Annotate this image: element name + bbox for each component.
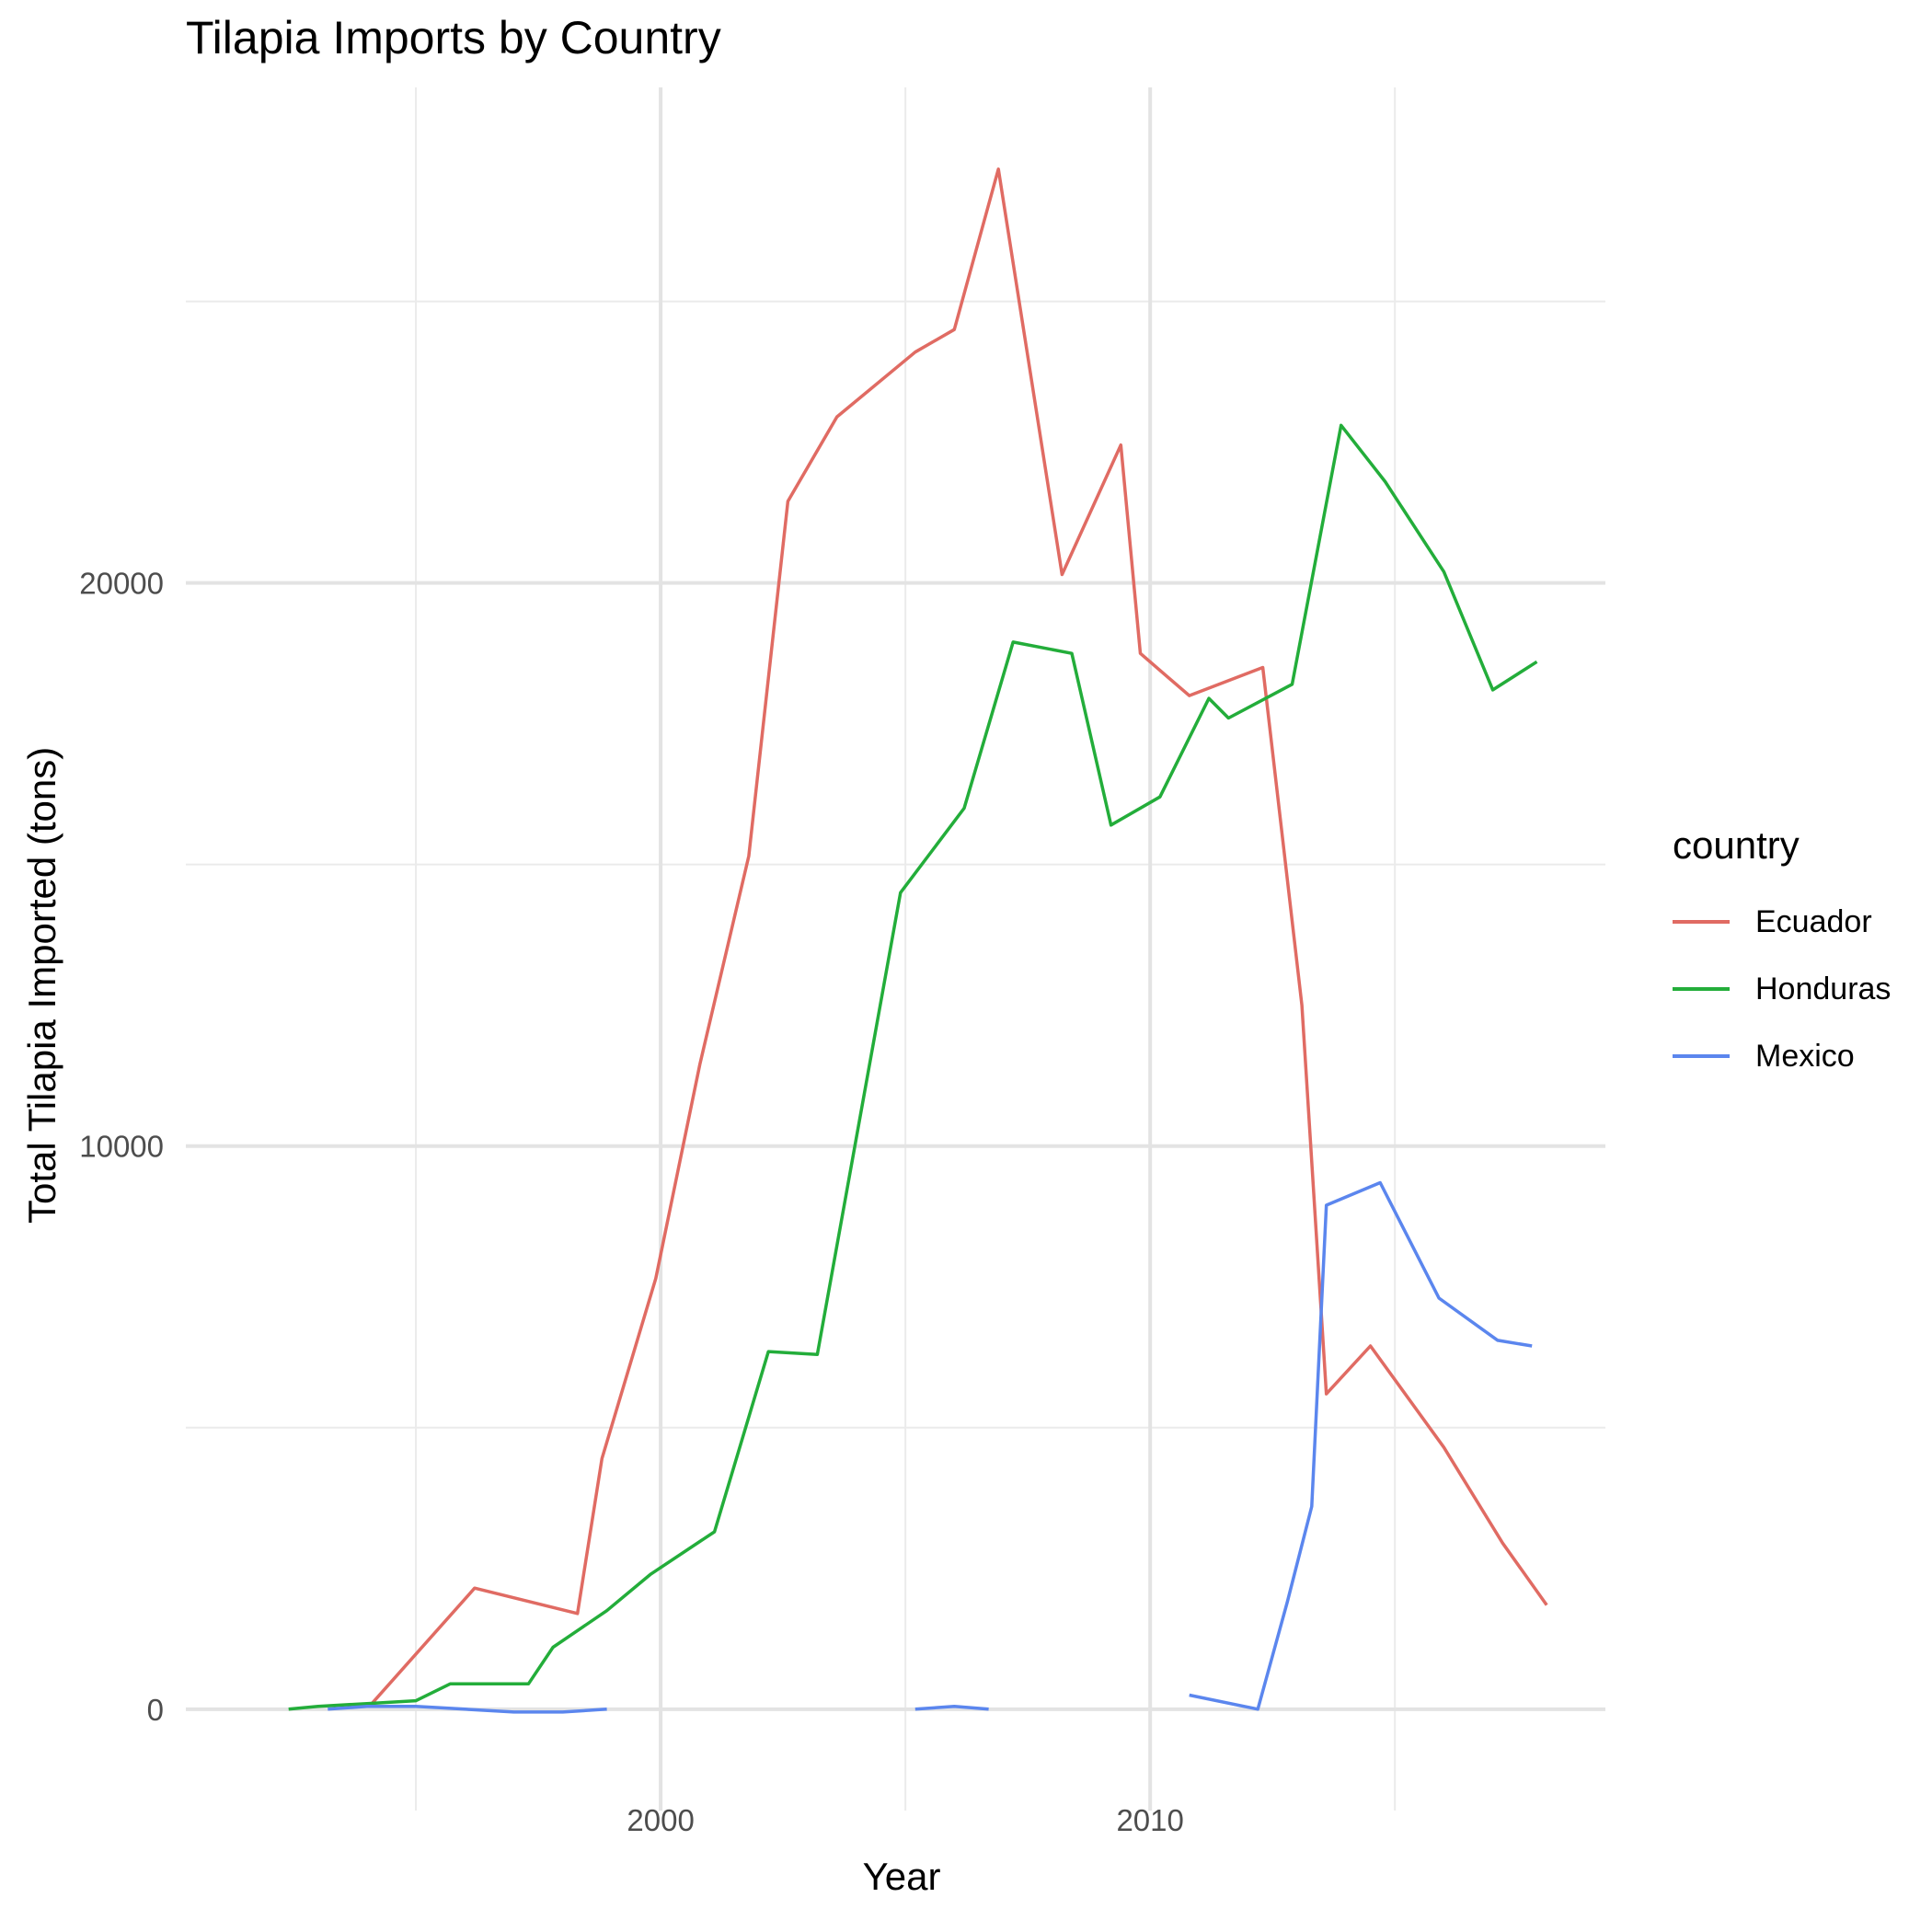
legend-label-ecuador: Ecuador [1755,903,1872,939]
legend-key-mexico [1673,1054,1730,1058]
x-tick-label: 2010 [1116,1803,1183,1837]
series-line-mexico [328,1705,607,1714]
x-tick-label: 2000 [627,1803,694,1837]
legend-label-mexico: Mexico [1755,1038,1855,1074]
legend-item-ecuador: Ecuador [1673,903,1872,940]
chart-title: Tilapia Imports by Country [186,12,721,63]
legend-item-mexico: Mexico [1673,1038,1855,1075]
legend-key-ecuador [1673,920,1730,924]
y-axis-label: Total Tilapia Imported (tons) [20,746,63,1224]
legend-label-honduras: Honduras [1755,971,1892,1006]
legend-item-honduras: Honduras [1673,971,1891,1007]
series-line-ecuador [370,167,1548,1705]
y-tick-label: 0 [147,1693,164,1727]
series-line-mexico [914,1705,989,1711]
y-tick-label: 20000 [79,567,164,601]
x-axis-label: Year [862,1855,941,1898]
legend-title: country [1673,823,1800,867]
y-tick-label: 10000 [79,1130,164,1164]
series-line-mexico [1189,1180,1533,1711]
legend-key-honduras [1673,987,1730,991]
series-line-honduras [288,423,1538,1711]
